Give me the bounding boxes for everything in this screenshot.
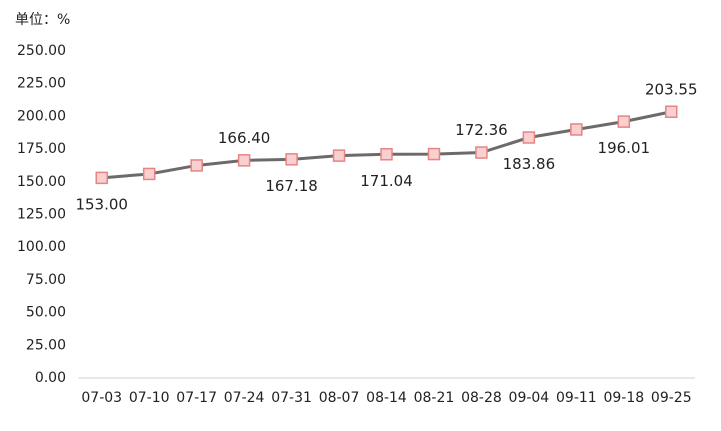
x-tick-label: 09-11 xyxy=(556,390,597,406)
x-tick-label: 07-10 xyxy=(129,390,170,406)
line xyxy=(101,110,672,180)
data-label: 171.04 xyxy=(360,172,413,190)
marker xyxy=(665,105,678,119)
data-label: 203.55 xyxy=(645,80,698,98)
x-tick-label: 07-24 xyxy=(224,390,265,406)
y-tick-label: 250.00 xyxy=(17,43,66,59)
data-label: 166.40 xyxy=(218,129,271,147)
x-tick-label: 08-07 xyxy=(319,390,360,406)
x-tick-label: 07-31 xyxy=(271,390,312,406)
marker xyxy=(142,167,156,181)
y-tick-label: 50.00 xyxy=(26,305,66,321)
marker xyxy=(380,148,393,161)
x-tick-label: 07-03 xyxy=(81,390,122,406)
marker xyxy=(95,171,108,185)
data-label: 196.01 xyxy=(598,139,651,157)
marker xyxy=(427,147,441,161)
unit-label: 单位：% xyxy=(15,12,70,28)
marker xyxy=(522,131,536,144)
data-label: 153.00 xyxy=(75,195,128,213)
y-tick-label: 175.00 xyxy=(17,141,66,157)
marker xyxy=(617,115,631,128)
x-tick-label: 09-04 xyxy=(509,390,550,406)
marker xyxy=(475,146,488,159)
x-tick-label: 09-25 xyxy=(651,390,692,406)
x-tick-label: 08-21 xyxy=(414,390,455,406)
x-tick-label: 08-28 xyxy=(461,390,502,406)
x-tick-label: 08-14 xyxy=(366,390,407,406)
data-label: 172.36 xyxy=(455,121,508,139)
x-tick-label: 09-18 xyxy=(603,390,644,406)
y-tick-label: 225.00 xyxy=(17,76,66,92)
y-tick-label: 200.00 xyxy=(17,108,66,124)
data-label: 167.18 xyxy=(265,177,318,195)
y-tick-label: 75.00 xyxy=(26,272,66,288)
y-tick-label: 0.00 xyxy=(35,370,66,386)
marker xyxy=(332,149,346,162)
marker xyxy=(285,153,298,166)
marker xyxy=(190,159,203,172)
y-tick-label: 100.00 xyxy=(17,239,66,255)
marker xyxy=(570,123,583,136)
x-tick-label: 07-17 xyxy=(176,390,217,406)
data-label: 183.86 xyxy=(503,155,556,173)
y-tick-label: 150.00 xyxy=(17,174,66,190)
y-tick-label: 125.00 xyxy=(17,207,66,223)
marker xyxy=(237,154,251,167)
y-tick-label: 25.00 xyxy=(26,337,66,353)
